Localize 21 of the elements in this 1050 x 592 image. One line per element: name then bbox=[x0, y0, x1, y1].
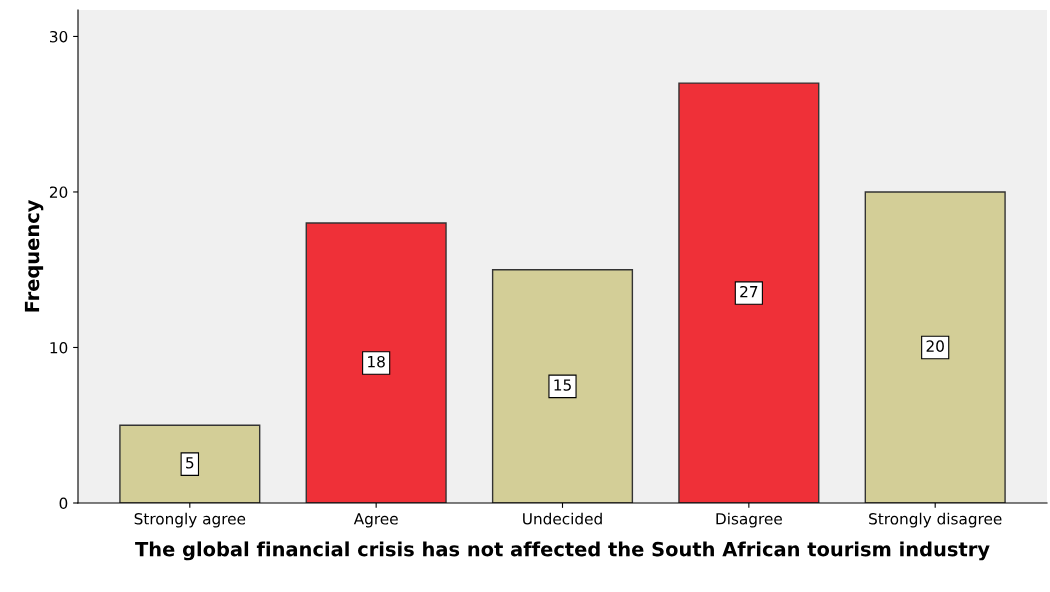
bar bbox=[491, 269, 634, 503]
y-tick-label: 0 bbox=[59, 497, 68, 510]
bar bbox=[305, 222, 447, 503]
bar bbox=[864, 191, 1006, 503]
data-label: 27 bbox=[740, 285, 758, 298]
x-tick-label: Strongly disagree bbox=[869, 512, 1002, 528]
x-tick-label: Disagree bbox=[716, 512, 782, 528]
x-tick-label: Undecided bbox=[523, 512, 602, 525]
y-tick-label: 30 bbox=[50, 30, 68, 43]
x-tick-label: Agree bbox=[353, 513, 398, 528]
y-tick-label: 10 bbox=[50, 341, 68, 354]
bar bbox=[678, 82, 820, 503]
x-axis-title: The global financial crisis has not affected the South African tourism industry bbox=[135, 541, 990, 561]
data-label: 15 bbox=[554, 379, 571, 391]
data-label: 18 bbox=[368, 355, 385, 368]
bar bbox=[119, 424, 261, 503]
data-label: 5 bbox=[186, 457, 194, 469]
y-tick-label: 20 bbox=[49, 186, 68, 198]
data-label: 20 bbox=[926, 340, 944, 352]
y-axis-title: Frequency bbox=[24, 199, 44, 312]
x-tick-label: Strongly agree bbox=[134, 512, 246, 528]
